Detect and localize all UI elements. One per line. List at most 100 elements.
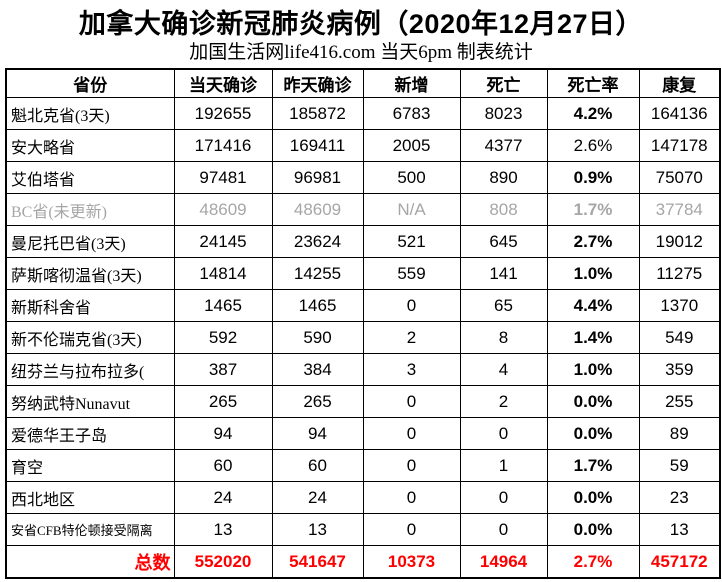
table-row: BC省(未更新) 48609 48609 N/A 808 1.7% 37784 [5, 193, 721, 226]
deaths-cell: 4 [459, 353, 548, 386]
table-row: 魁北克省(3天) 192655 185872 6783 8023 4.2% 164136 [5, 97, 721, 130]
today-cell: 387 [173, 353, 273, 386]
deaths-cell: 808 [459, 193, 548, 226]
yesterday-cell: 185872 [271, 97, 364, 130]
deaths-cell: 1 [459, 449, 548, 482]
province-cell: 曼尼托巴省(3天) [5, 225, 175, 258]
table-row: 萨斯喀彻温省(3天) 14814 14255 559 141 1.0% 11275 [5, 257, 721, 290]
table-row: 安大略省 171416 169411 2005 4377 2.6% 147178 [5, 129, 721, 162]
rate-cell: 2.6% [546, 129, 640, 162]
yesterday-cell: 94 [271, 417, 364, 450]
table-header-row: 省份 当天确诊 昨天确诊 新增 死亡 死亡率 康复 [5, 68, 721, 98]
new-cell: 3 [362, 353, 461, 386]
province-cell: 艾伯塔省 [5, 161, 175, 194]
rate-cell: 1.7% [546, 449, 640, 482]
recovered-cell: 147178 [638, 129, 721, 162]
deaths-cell: 645 [459, 225, 548, 258]
province-cell: BC省(未更新) [5, 193, 175, 226]
yesterday-cell: 48609 [271, 193, 364, 226]
recovered-cell: 89 [638, 417, 721, 450]
today-cell: 14814 [173, 257, 273, 290]
rate-cell: 1.0% [546, 257, 640, 290]
today-cell: 171416 [173, 129, 273, 162]
rate-cell: 2.7% [546, 225, 640, 258]
new-cell: 0 [362, 289, 461, 322]
column-header-recovered: 康复 [638, 68, 721, 98]
total-recovered-cell: 457172 [638, 545, 721, 579]
today-cell: 60 [173, 449, 273, 482]
deaths-cell: 890 [459, 161, 548, 194]
rate-cell: 1.7% [546, 193, 640, 226]
yesterday-cell: 96981 [271, 161, 364, 194]
total-row: 总数 552020 541647 10373 14964 2.7% 457172 [5, 545, 721, 579]
province-cell: 安省CFB特伦顿接受隔离 [5, 513, 175, 546]
province-cell: 安大略省 [5, 129, 175, 162]
new-cell: 0 [362, 385, 461, 418]
total-new-cell: 10373 [362, 545, 461, 579]
column-header-yesterday: 昨天确诊 [271, 68, 364, 98]
new-cell: 2005 [362, 129, 461, 162]
today-cell: 94 [173, 417, 273, 450]
recovered-cell: 255 [638, 385, 721, 418]
today-cell: 1465 [173, 289, 273, 322]
province-cell: 努纳武特Nunavut [5, 385, 175, 418]
province-cell: 育空 [5, 449, 175, 482]
total-today-cell: 552020 [173, 545, 273, 579]
rate-cell: 4.2% [546, 97, 640, 130]
recovered-cell: 11275 [638, 257, 721, 290]
total-deaths-cell: 14964 [459, 545, 548, 579]
deaths-cell: 0 [459, 513, 548, 546]
new-cell: 0 [362, 449, 461, 482]
new-cell: 0 [362, 513, 461, 546]
table-row: 爱德华王子岛 94 94 0 0 0.0% 89 [5, 417, 721, 450]
yesterday-cell: 24 [271, 481, 364, 514]
table-row: 育空 60 60 0 1 1.7% 59 [5, 449, 721, 482]
table-row: 安省CFB特伦顿接受隔离 13 13 0 0 0.0% 13 [5, 513, 721, 546]
table-row: 曼尼托巴省(3天) 24145 23624 521 645 2.7% 19012 [5, 225, 721, 258]
deaths-cell: 0 [459, 481, 548, 514]
today-cell: 24145 [173, 225, 273, 258]
rate-cell: 0.0% [546, 513, 640, 546]
yesterday-cell: 590 [271, 321, 364, 354]
new-cell: 6783 [362, 97, 461, 130]
deaths-cell: 141 [459, 257, 548, 290]
yesterday-cell: 265 [271, 385, 364, 418]
total-province-cell: 总数 [5, 545, 175, 579]
yesterday-cell: 1465 [271, 289, 364, 322]
province-cell: 爱德华王子岛 [5, 417, 175, 450]
rate-cell: 0.0% [546, 417, 640, 450]
rate-cell: 0.0% [546, 385, 640, 418]
new-cell: 559 [362, 257, 461, 290]
rate-cell: 1.0% [546, 353, 640, 386]
new-cell: 0 [362, 481, 461, 514]
today-cell: 24 [173, 481, 273, 514]
column-header-today: 当天确诊 [173, 68, 273, 98]
today-cell: 192655 [173, 97, 273, 130]
today-cell: 97481 [173, 161, 273, 194]
page-title: 加拿大确诊新冠肺炎病例（2020年12月27日） [78, 9, 644, 39]
new-cell: 0 [362, 417, 461, 450]
today-cell: 13 [173, 513, 273, 546]
yesterday-cell: 169411 [271, 129, 364, 162]
yesterday-cell: 23624 [271, 225, 364, 258]
rate-cell: 1.4% [546, 321, 640, 354]
deaths-cell: 8 [459, 321, 548, 354]
province-cell: 新斯科舍省 [5, 289, 175, 322]
today-cell: 48609 [173, 193, 273, 226]
column-header-province: 省份 [5, 68, 175, 98]
recovered-cell: 59 [638, 449, 721, 482]
recovered-cell: 164136 [638, 97, 721, 130]
deaths-cell: 2 [459, 385, 548, 418]
table-row: 新斯科舍省 1465 1465 0 65 4.4% 1370 [5, 289, 721, 322]
new-cell: N/A [362, 193, 461, 226]
deaths-cell: 8023 [459, 97, 548, 130]
new-cell: 521 [362, 225, 461, 258]
recovered-cell: 37784 [638, 193, 721, 226]
recovered-cell: 359 [638, 353, 721, 386]
province-cell: 萨斯喀彻温省(3天) [5, 257, 175, 290]
yesterday-cell: 13 [271, 513, 364, 546]
table-row: 新不伦瑞克省(3天) 592 590 2 8 1.4% 549 [5, 321, 721, 354]
recovered-cell: 75070 [638, 161, 721, 194]
column-header-deaths: 死亡 [459, 68, 548, 98]
